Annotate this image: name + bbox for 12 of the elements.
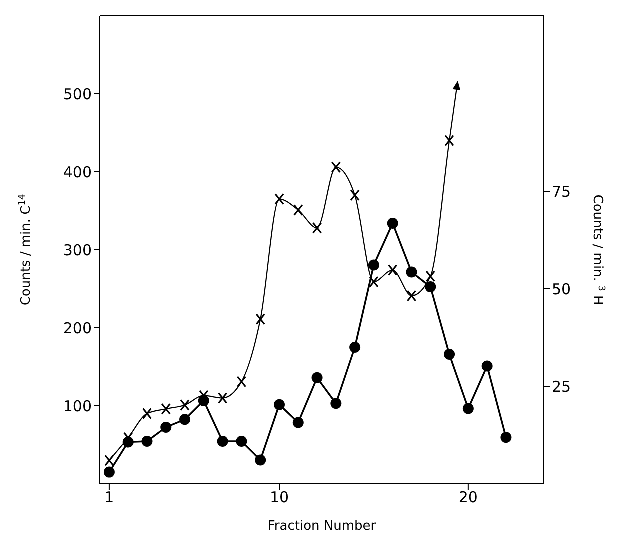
y2-tick-label: 75 xyxy=(552,182,572,201)
x-tick-label: 10 xyxy=(270,488,290,507)
x-tick-label: 1 xyxy=(104,488,114,507)
y2-tick-label: 50 xyxy=(552,280,572,298)
y-tick-label: 300 xyxy=(63,241,92,260)
y-tick-label: 100 xyxy=(63,397,92,416)
x-axis-title: Fraction Number xyxy=(268,519,377,534)
y-tick-label: 500 xyxy=(63,85,92,104)
x-tick-label: 20 xyxy=(458,488,478,507)
y-tick-label: 200 xyxy=(63,319,92,338)
y2-tick-label: 25 xyxy=(552,378,572,396)
y-tick-label: 400 xyxy=(63,163,92,182)
